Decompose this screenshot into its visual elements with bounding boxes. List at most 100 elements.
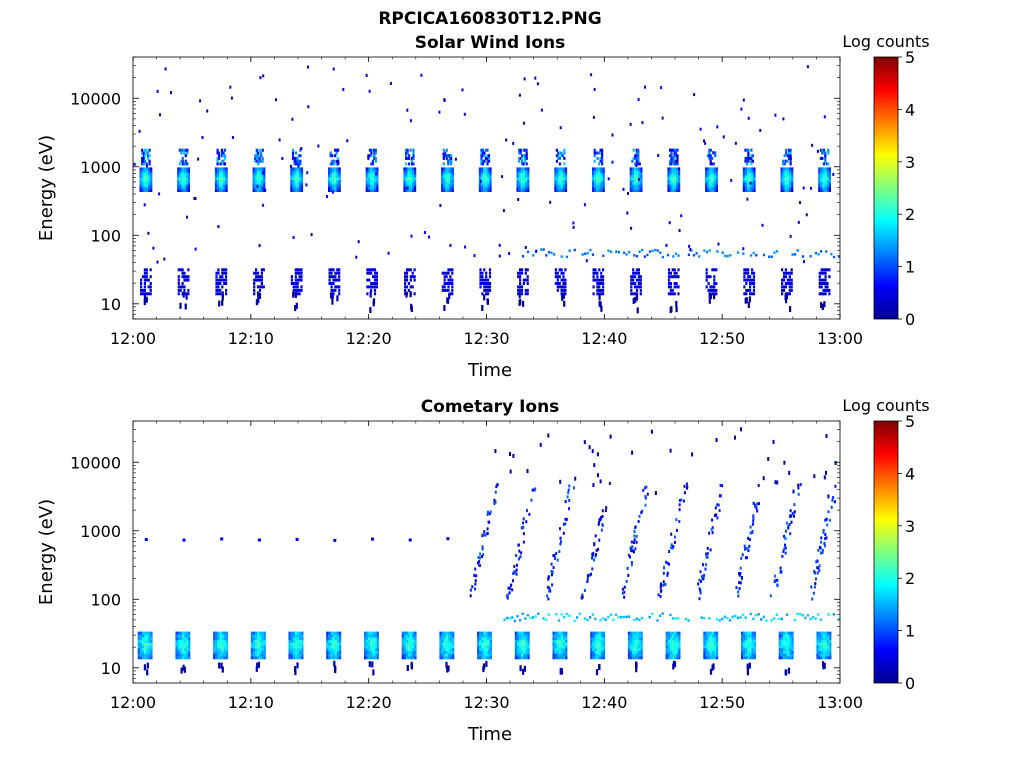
heatmap-cell	[526, 288, 529, 292]
heatmap-cell	[592, 645, 595, 649]
heatmap-cell	[636, 653, 639, 657]
heatmap-cell	[631, 186, 634, 190]
heatmap-cell	[139, 634, 142, 638]
heatmap-cell	[405, 156, 408, 160]
heatmap-cell	[598, 184, 601, 188]
heatmap-cell	[713, 167, 716, 171]
heatmap-cell	[793, 510, 796, 514]
heatmap-cell	[296, 268, 299, 272]
heatmap-cell	[749, 278, 752, 282]
heatmap-cell	[598, 282, 601, 285]
heatmap-cell	[744, 186, 748, 190]
heatmap-cell	[181, 634, 184, 638]
heatmap-cell	[596, 177, 599, 180]
heatmap-cell	[364, 639, 367, 643]
heatmap-cell	[596, 637, 599, 641]
heatmap-cell	[451, 184, 454, 188]
heatmap-cell	[520, 268, 524, 272]
heatmap-cell	[568, 249, 571, 252]
heatmap-cell	[213, 631, 216, 635]
heatmap-cell	[373, 285, 377, 289]
heatmap-cell	[225, 271, 228, 275]
heatmap-cell	[138, 129, 141, 133]
heatmap-cell	[820, 536, 823, 540]
heatmap-cell	[373, 151, 376, 155]
heatmap-cell	[788, 154, 791, 158]
heatmap-cell	[525, 520, 528, 524]
heatmap-cell	[594, 179, 597, 183]
heatmap-cell	[826, 282, 829, 285]
heatmap-cell	[219, 162, 222, 166]
heatmap-cell	[560, 151, 563, 155]
heatmap-cell	[552, 648, 555, 652]
heatmap-cell	[558, 186, 561, 190]
heatmap-cell	[481, 639, 484, 643]
heatmap-cell	[556, 174, 559, 178]
heatmap-cell	[791, 656, 794, 660]
heatmap-cell	[487, 642, 490, 646]
heatmap-cell	[669, 448, 672, 453]
heatmap-cell	[481, 545, 484, 549]
heatmap-cell	[631, 177, 634, 180]
heatmap-cell	[405, 184, 408, 188]
heatmap-cell	[485, 177, 488, 180]
heatmap-cell	[789, 184, 792, 188]
heatmap-cell	[638, 514, 641, 518]
heatmap-cell	[219, 184, 222, 188]
heatmap-cell	[638, 186, 641, 190]
heatmap-cell	[220, 662, 223, 669]
heatmap-cell	[822, 162, 825, 166]
heatmap-cell	[564, 189, 568, 192]
heatmap-cell	[368, 89, 371, 93]
heatmap-cell	[332, 268, 335, 272]
heatmap-cell	[780, 189, 783, 192]
heatmap-cell	[366, 642, 369, 646]
heatmap-cell	[601, 162, 604, 166]
heatmap-cell	[715, 282, 718, 285]
heatmap-cell	[785, 293, 788, 300]
heatmap-cell	[640, 177, 643, 180]
heatmap-cell	[215, 271, 218, 275]
heatmap-cell	[261, 634, 264, 638]
heatmap-cell	[331, 298, 334, 305]
heatmap-cell	[827, 613, 830, 616]
heatmap-cell	[742, 184, 745, 188]
heatmap-cell	[223, 642, 226, 646]
heatmap-cell	[558, 637, 561, 641]
heatmap-cell	[144, 154, 147, 158]
heatmap-cell	[644, 85, 646, 89]
heatmap-cell	[326, 653, 329, 657]
heatmap-cell	[829, 631, 832, 635]
heatmap-cell	[485, 631, 488, 635]
heatmap-cell	[405, 162, 408, 166]
heatmap-cell	[367, 169, 370, 173]
heatmap-cell	[826, 288, 829, 292]
heatmap-cell	[558, 653, 561, 657]
heatmap-cell	[596, 156, 599, 160]
heatmap-cell	[705, 181, 708, 185]
heatmap-cell	[822, 288, 825, 292]
heatmap-cell	[298, 186, 301, 190]
heatmap-cell	[707, 634, 710, 638]
heatmap-cell	[558, 645, 561, 649]
heatmap-cell	[216, 156, 219, 160]
heatmap-cell	[824, 159, 827, 163]
heatmap-cell	[598, 169, 601, 173]
heatmap-cell	[408, 642, 411, 646]
heatmap-cell	[786, 169, 790, 173]
heatmap-cell	[656, 619, 659, 622]
heatmap-cell	[225, 268, 228, 272]
heatmap-cell	[451, 278, 454, 282]
heatmap-cell	[183, 637, 187, 641]
heatmap-cell	[827, 639, 830, 643]
heatmap-cell	[749, 531, 752, 535]
heatmap-cell	[596, 648, 599, 652]
heatmap-cell	[261, 179, 264, 183]
heatmap-cell	[483, 159, 486, 163]
heatmap-cell	[596, 184, 599, 188]
heatmap-cell	[215, 634, 218, 638]
heatmap-cell	[150, 648, 153, 652]
heatmap-cell	[142, 162, 145, 166]
heatmap-cell	[796, 249, 799, 252]
heatmap-cell	[590, 650, 593, 654]
